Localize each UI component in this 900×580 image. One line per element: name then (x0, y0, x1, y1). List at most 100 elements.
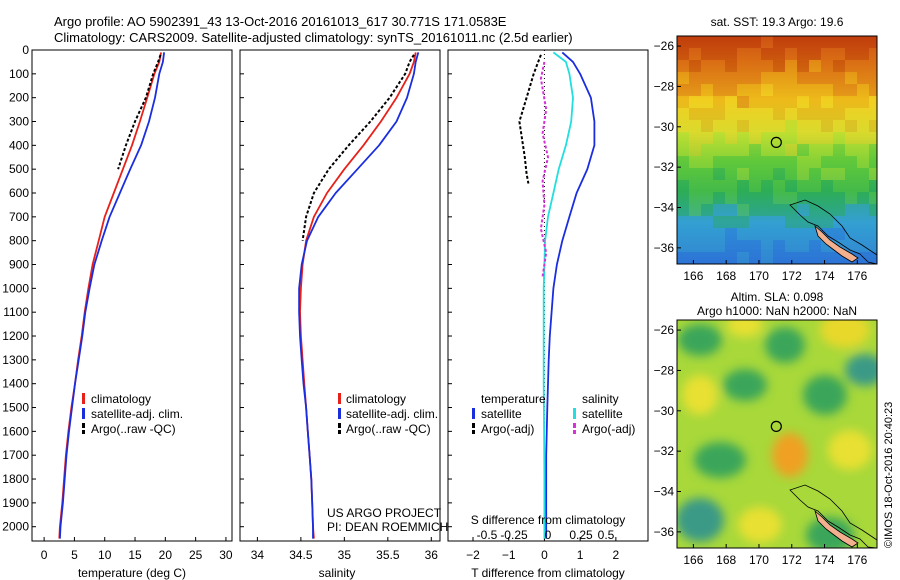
depth-tick-label: 600 (9, 186, 29, 200)
salinity-x-tick-label: 35 (338, 548, 352, 562)
depth-tick-label: 1600 (2, 424, 29, 438)
depth-tick-label: 300 (9, 115, 29, 129)
salinity-x-tick-label: 34 (251, 548, 265, 562)
difference-axes-frame (447, 49, 649, 542)
legend-label-t-satellite: satellite (481, 407, 522, 421)
salinity-difference-tick-label: 0.25 (569, 528, 593, 542)
difference-xlabel: T difference from climatology (471, 566, 625, 580)
sst-lat-tick-label: −26 (654, 39, 675, 53)
sla-map-subtitle: Argo h1000: NaN h2000: NaN (697, 304, 857, 318)
sla-lat-tick-label: −32 (654, 444, 675, 458)
depth-tick-label: 1400 (2, 377, 29, 391)
legend-swatch-climatology (82, 393, 85, 404)
salinity-x-axis: 34 34.5 35 35.5 36 (251, 537, 439, 562)
depth-tick-label: 100 (9, 67, 29, 81)
temperature-legend: climatology satellite-adj. clim. Argo(..… (82, 392, 183, 436)
salinity-panel: 34 34.5 35 35.5 36 salinity climatology sate… (239, 49, 448, 580)
sla-lat-tick-label: −28 (654, 363, 675, 377)
sla-lon-tick-label: 170 (749, 553, 769, 567)
legend-swatch-t-argo (472, 423, 475, 428)
depth-tick-label: 1300 (2, 353, 29, 367)
depth-tick-label: 1900 (2, 496, 29, 510)
temperature-series (58, 52, 165, 539)
legend-label-climatology: climatology (346, 392, 406, 406)
legend-label-climatology: climatology (91, 392, 151, 406)
sst-lat-tick-label: −30 (654, 120, 675, 134)
salinity-series-satellite-adj-clim (298, 52, 420, 539)
legend-swatch-s-satellite (573, 408, 576, 419)
depth-tick-label: 1000 (2, 281, 29, 295)
difference-series-argo-adj (518, 54, 542, 184)
depth-tick-label: 1500 (2, 401, 29, 415)
difference-x-tick-label: 0 (541, 548, 548, 562)
sst-lat-tick-label: −32 (654, 160, 675, 174)
legend-swatch-t-satellite (472, 408, 475, 419)
salinity-series (298, 52, 420, 539)
temperature-x-tick-label: 10 (98, 548, 112, 562)
legend-label-t-argo: Argo(-adj) (481, 422, 534, 436)
sla-field (677, 320, 877, 548)
salinity-x-tick-label: 36 (425, 548, 439, 562)
temperature-panel: 0100200300400500600700800900100011001200… (2, 43, 452, 580)
sla-lon-tick-label: 176 (847, 553, 867, 567)
temperature-x-tick-label: 20 (159, 548, 173, 562)
salinity-xlabel: salinity (319, 566, 356, 580)
sla-lon-tick-label: 166 (683, 553, 703, 567)
depth-tick-label: 500 (9, 162, 29, 176)
sst-lon-tick-label: 172 (782, 269, 802, 283)
difference-x-tick-label: −2 (466, 548, 480, 562)
sst-map-ticks: 166 168 170 172 174 176 −26 −28 −30 −32 −34 −36 (654, 39, 868, 283)
legend-label-satellite: satellite-adj. clim. (346, 407, 438, 421)
sla-lat-tick-label: −26 (654, 323, 675, 337)
depth-tick-label: 1200 (2, 329, 29, 343)
depth-tick-label: 700 (9, 210, 29, 224)
sla-map-panel: Altim. SLA: 0.098 Argo h1000: NaN h2000:… (654, 290, 878, 567)
legend-label-s-argo: Argo(-adj) (582, 422, 635, 436)
difference-x-axis: −2 −1 0 1 2 (466, 537, 620, 562)
difference-x-tick-label: −1 (502, 548, 516, 562)
sla-lat-tick-label: −30 (654, 404, 675, 418)
salinity-difference-ticks: -0.5 -0.25 0 0.25 0.5 (477, 528, 615, 542)
imos-stamp: ©IMOS 18-Oct-2016 20:40:23 (883, 402, 895, 548)
depth-tick-label: 1700 (2, 448, 29, 462)
sla-lon-tick-label: 172 (782, 553, 802, 567)
sst-map-panel: sat. SST: 19.3 Argo: 19.6 166 168 170 172 17… (654, 15, 878, 283)
sst-map-title: sat. SST: 19.3 Argo: 19.6 (711, 15, 844, 29)
difference-series-satellite (545, 51, 596, 539)
salinity-difference-tick-label: -0.25 (500, 528, 528, 542)
difference-top-label: S difference from climatology (471, 513, 626, 527)
legend-label-s-satellite: satellite (582, 407, 623, 421)
difference-legend: temperature satellite Argo(-adj) salinit… (472, 392, 635, 436)
sst-lon-tick-label: 170 (749, 269, 769, 283)
legend-title-temperature: temperature (481, 392, 546, 406)
salinity-difference-tick-label: 0 (545, 528, 552, 542)
sla-float-position-marker (770, 420, 782, 432)
depth-tick-label: 900 (9, 258, 29, 272)
salinity-series-argo-raw-qc (301, 54, 415, 241)
sst-field (677, 36, 877, 264)
sla-lon-tick-label: 174 (815, 553, 835, 567)
salinity-difference-tick-label: 0.5 (598, 528, 615, 542)
temperature-series-climatology (58, 52, 162, 539)
header-line-1: Argo profile: AO 5902391_43 13-Oct-2016 … (54, 14, 507, 29)
sst-coastline (814, 224, 859, 263)
legend-swatch-climatology (338, 393, 341, 404)
salinity-axes-frame (239, 49, 441, 542)
legend-swatch-satellite (338, 408, 341, 419)
depth-tick-label: 400 (9, 138, 29, 152)
salinity-series-climatology (299, 52, 417, 539)
depth-tick-label: 200 (9, 91, 29, 105)
legend-swatch-argo (82, 423, 85, 428)
depth-axis: 0 100 200 300 400 500 600 700 800 900 1000 1100 1200… (2, 43, 452, 534)
legend-swatch-s-argo (573, 423, 576, 428)
sst-lat-tick-label: −36 (654, 241, 675, 255)
legend-title-salinity: salinity (582, 392, 619, 406)
temperature-x-tick-label: 30 (219, 548, 233, 562)
depth-tick-label: 1800 (2, 472, 29, 486)
salinity-difference-tick-label: -0.5 (477, 528, 498, 542)
legend-label-satellite: satellite-adj. clim. (91, 407, 183, 421)
temperature-x-tick-label: 15 (128, 548, 142, 562)
legend-swatch-argo (338, 423, 341, 428)
project-credit: US ARGO PROJECT (327, 506, 442, 520)
